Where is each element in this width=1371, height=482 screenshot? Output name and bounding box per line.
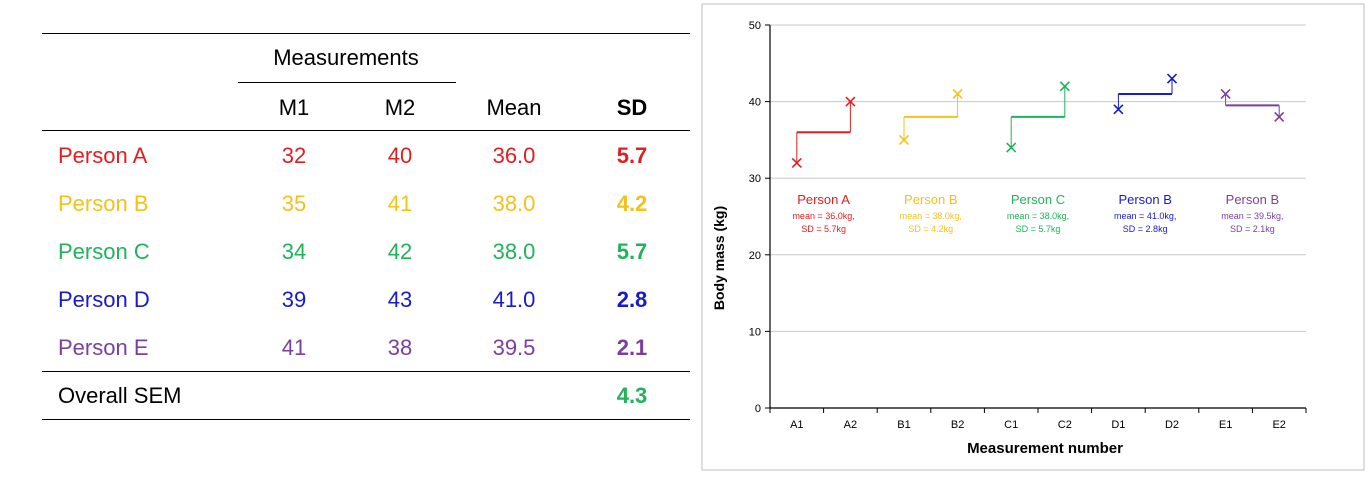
header-bottom-rule (42, 130, 690, 131)
marker-stroke (898, 134, 910, 145)
data-point-x-marker (1059, 81, 1070, 92)
chart-grid (770, 24, 1306, 332)
x-tick-label: E2 (1272, 419, 1285, 431)
data-point-x-marker (791, 157, 802, 168)
x-tick-label: C1 (1004, 419, 1018, 431)
data-point-x-marker (1220, 88, 1231, 100)
column-header-m2: M2 (384, 95, 416, 120)
x-tick-label: E1 (1219, 419, 1232, 431)
cell-mean: 38.0 (492, 191, 536, 216)
group-label-sd: SD = 4.2kg (908, 224, 953, 234)
group-label-mean: mean = 36.0kg, (792, 211, 854, 221)
marker-stroke (952, 88, 963, 100)
overall-sem-label: Overall SEM (58, 383, 182, 408)
cell-m2: 41 (387, 191, 413, 216)
cell-sd: 5.7 (616, 239, 648, 264)
column-header-m1: M1 (278, 95, 310, 120)
group-label-sd: SD = 2.1kg (1230, 224, 1275, 234)
marker-stroke (1274, 111, 1285, 122)
cell-mean: 41.0 (492, 287, 536, 312)
marker-stroke (1113, 104, 1124, 115)
cell-sd: 2.8 (616, 287, 648, 312)
group-label-name: Person B (1226, 192, 1279, 207)
cell-mean: 39.5 (492, 335, 536, 360)
group-label-sd: SD = 5.7kg (801, 224, 846, 234)
group-label-sd: SD = 5.7kg (1016, 224, 1061, 234)
marker-stroke (791, 157, 802, 168)
y-tick-label: 20 (749, 250, 761, 262)
table-bottom-rule (42, 419, 690, 420)
x-tick-label: B1 (897, 419, 910, 431)
column-header-mean: Mean (486, 95, 542, 120)
marker-stroke (845, 96, 856, 107)
header-group-label: Measurements (273, 45, 419, 70)
cell-m2: 43 (387, 287, 413, 312)
chart-border (701, 3, 1365, 471)
cell-mean: 36.0 (492, 143, 536, 168)
x-tick-label: C2 (1058, 419, 1072, 431)
marker-stroke (1059, 81, 1070, 92)
row-label: Person C (58, 239, 150, 264)
marker-stroke (1220, 88, 1231, 100)
footer-top-rule (42, 371, 690, 372)
y-axis-label: Body mass (kg) (711, 206, 727, 310)
group-label-mean: mean = 38.0kg, (1007, 211, 1069, 221)
row-label: Person E (58, 335, 149, 360)
y-tick-label: 10 (749, 326, 761, 338)
data-point-x-marker (1006, 142, 1017, 153)
row-label: Person A (58, 143, 148, 168)
body-mass-chart: 0 10 20 30 40 50 A1 A2 B1 B2 C1 C2 D1 D2 E1 E2 Person A… (700, 0, 1371, 477)
cell-m1: 34 (281, 239, 307, 264)
cell-mean: 38.0 (492, 239, 536, 264)
cell-m1: 39 (281, 287, 307, 312)
x-tick-label: B2 (951, 419, 964, 431)
x-tick-label: D2 (1165, 419, 1179, 431)
data-point-x-marker (898, 134, 910, 145)
data-point-x-marker (1274, 111, 1285, 122)
overall-sem-value: 4.3 (616, 383, 648, 408)
row-label: Person B (58, 191, 149, 216)
group-label-name: Person B (904, 192, 957, 207)
group-label-name: Person C (1011, 192, 1065, 207)
marker-stroke (1166, 73, 1178, 84)
chart-svg: 0 10 20 30 40 50 A1 A2 B1 B2 C1 C2 D1 D2 E1 E2 Person A… (701, 3, 1365, 471)
table-top-rule (42, 33, 690, 34)
x-axis-label: Measurement number (967, 440, 1123, 457)
x-tick-label: D1 (1111, 419, 1125, 431)
cell-sd: 5.7 (616, 143, 648, 168)
group-label-name: Person A (797, 192, 850, 207)
cell-sd: 4.2 (616, 191, 648, 216)
x-tick-label: A1 (790, 419, 803, 431)
data-point-x-marker (1166, 73, 1178, 84)
y-tick-label: 30 (749, 173, 761, 185)
group-label-sd: SD = 2.8kg (1123, 224, 1168, 234)
group-label-mean: mean = 41.0kg, (1114, 211, 1176, 221)
group-label-name: Person B (1118, 192, 1171, 207)
header-group-rule (238, 82, 456, 83)
cell-sd: 2.1 (616, 335, 648, 360)
chart-marks: Person A mean = 36.0kg, SD = 5.7kg Person B… (791, 73, 1285, 234)
group-label-mean: mean = 39.5kg, (1221, 211, 1283, 221)
data-point-x-marker (1113, 104, 1124, 115)
y-tick-label: 50 (749, 20, 761, 32)
x-tick-label: A2 (844, 419, 857, 431)
cell-m2: 42 (387, 239, 413, 264)
data-point-x-marker (845, 96, 856, 107)
data-point-x-marker (952, 88, 963, 100)
group-label-mean: mean = 38.0kg, (900, 211, 962, 221)
cell-m2: 40 (387, 143, 413, 168)
measurement-table: Measurements M1 M2 Mean SD Person A 32 40 3… (42, 0, 690, 477)
chart-axes: 0 10 20 30 40 50 A1 A2 B1 B2 C1 C2 D1 D2 E1 E2 (749, 20, 1307, 431)
cell-m1: 35 (281, 191, 307, 216)
cell-m1: 32 (281, 143, 307, 168)
cell-m1: 41 (281, 335, 307, 360)
row-label: Person D (58, 287, 150, 312)
marker-stroke (1006, 142, 1017, 153)
y-tick-label: 40 (749, 97, 761, 109)
y-tick-label: 0 (755, 403, 761, 415)
cell-m2: 38 (387, 335, 413, 360)
column-header-sd: SD (616, 95, 648, 120)
